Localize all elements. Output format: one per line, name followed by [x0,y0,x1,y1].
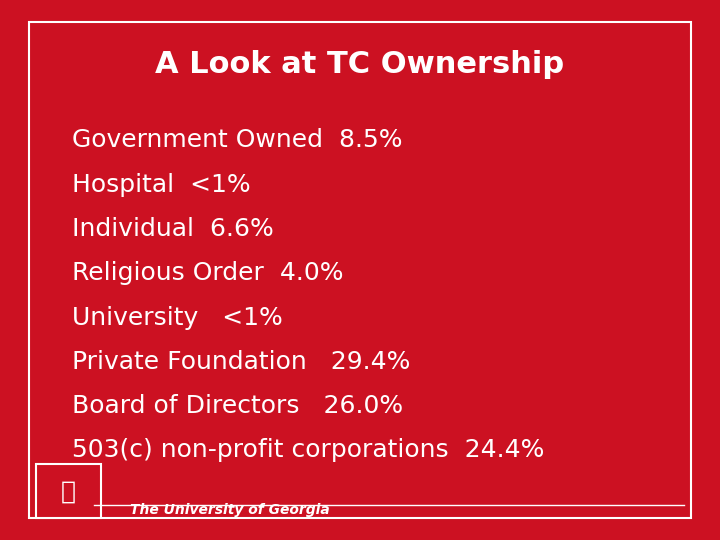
Text: Government Owned  8.5%: Government Owned 8.5% [72,129,402,152]
Text: Hospital  <1%: Hospital <1% [72,173,251,197]
Text: A Look at TC Ownership: A Look at TC Ownership [156,50,564,79]
FancyBboxPatch shape [36,464,101,518]
Text: 503(c) non-profit corporations  24.4%: 503(c) non-profit corporations 24.4% [72,438,544,462]
Text: Individual  6.6%: Individual 6.6% [72,217,274,241]
Text: The University of Georgia: The University of Georgia [130,503,329,517]
Text: University   <1%: University <1% [72,306,283,329]
Text: Religious Order  4.0%: Religious Order 4.0% [72,261,343,285]
Text: Board of Directors   26.0%: Board of Directors 26.0% [72,394,403,418]
Text: 🏛: 🏛 [61,480,76,503]
Text: Private Foundation   29.4%: Private Foundation 29.4% [72,350,410,374]
FancyBboxPatch shape [29,22,691,518]
